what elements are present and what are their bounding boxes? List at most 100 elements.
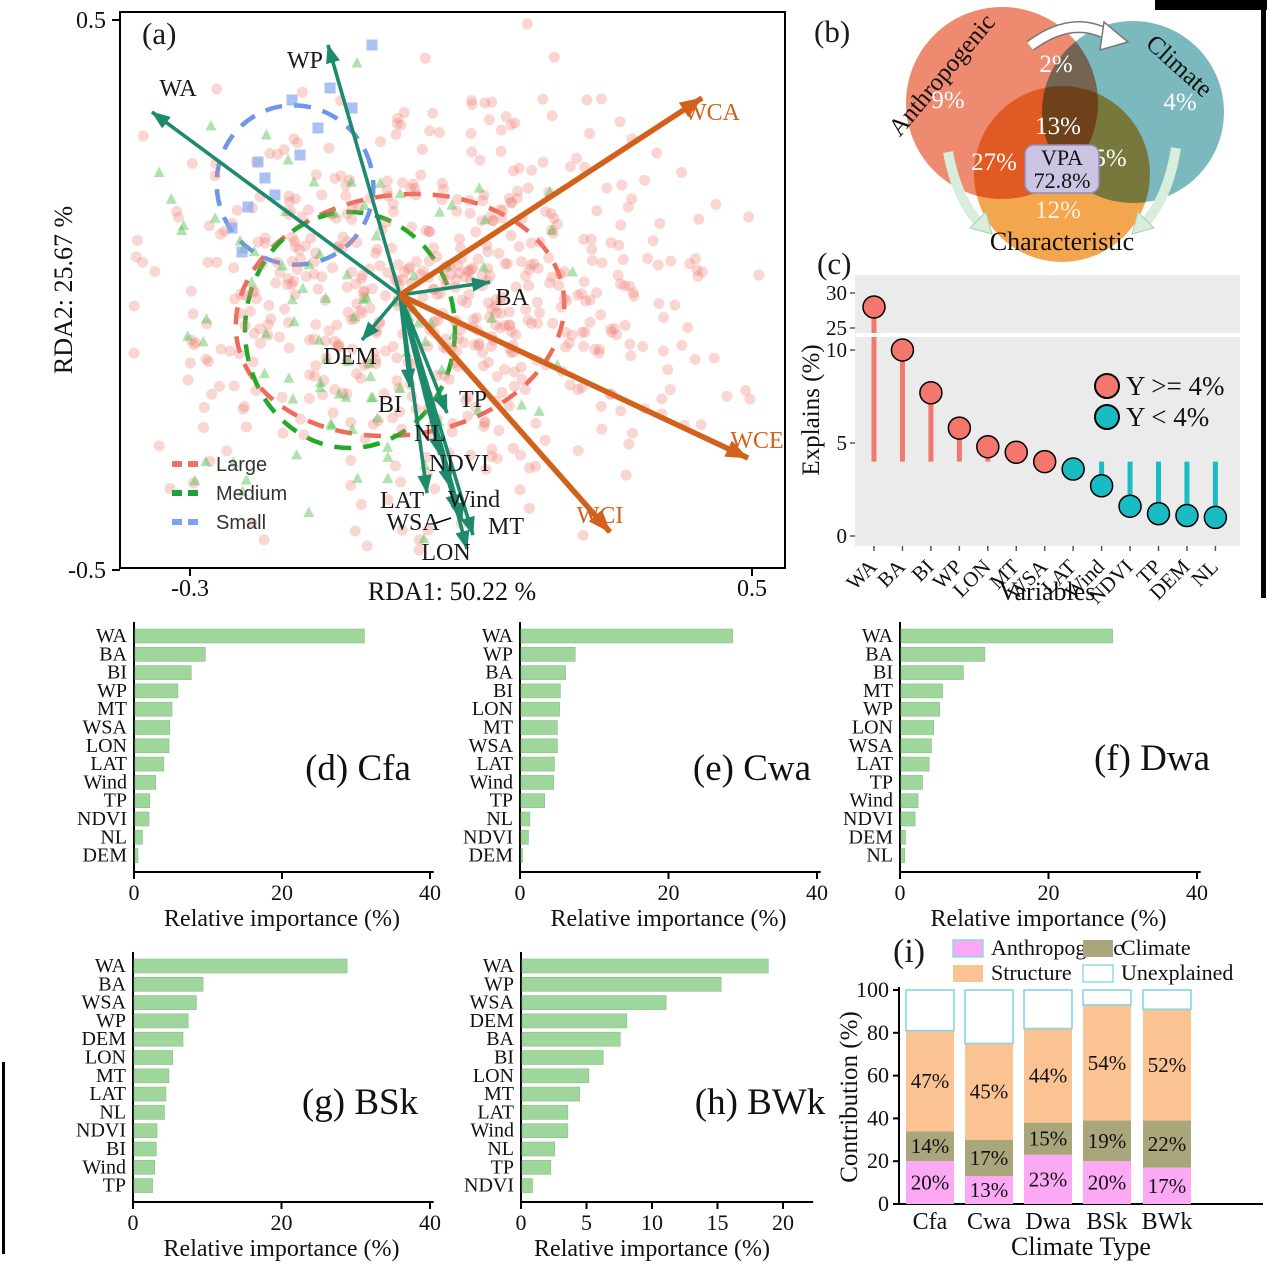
svg-text:WA: WA	[96, 625, 128, 647]
svg-text:72.8%: 72.8%	[1034, 168, 1091, 193]
svg-text:17%: 17%	[970, 1146, 1009, 1170]
svg-text:WCE: WCE	[730, 428, 783, 454]
svg-text:NL: NL	[100, 826, 127, 848]
svg-text:BI: BI	[378, 392, 402, 418]
svg-text:52%: 52%	[1148, 1053, 1187, 1077]
svg-text:LON: LON	[85, 1047, 126, 1069]
svg-text:30: 30	[826, 281, 847, 305]
svg-text:40: 40	[806, 880, 828, 905]
svg-text:20: 20	[1038, 880, 1060, 905]
svg-text:TP: TP	[459, 387, 487, 413]
svg-text:DEM: DEM	[849, 826, 894, 848]
svg-text:Climate: Climate	[1121, 935, 1191, 960]
svg-text:10: 10	[641, 1210, 663, 1235]
svg-text:WSA: WSA	[386, 510, 440, 536]
contribution-stacked-panel: 0 20 40 60 80 100 20% 14% 47% Cfa 13% 17% 45% Cwa 23% 1…	[836, 935, 1263, 1261]
svg-text:NDVI: NDVI	[843, 808, 893, 830]
lollipop-points	[862, 295, 1228, 530]
svg-text:WSA: WSA	[470, 992, 515, 1014]
svg-text:BI: BI	[494, 1047, 514, 1069]
svg-text:WP: WP	[97, 680, 127, 702]
svg-text:WA: WA	[159, 76, 197, 102]
svg-text:Relative importance (%): Relative importance (%)	[164, 1236, 400, 1262]
screen-artifact-right-edge	[1261, 0, 1266, 598]
svg-text:WP: WP	[863, 698, 893, 720]
svg-text:Y < 4%: Y < 4%	[1126, 402, 1209, 432]
svg-text:Wind: Wind	[469, 771, 513, 793]
svg-text:19%: 19%	[1088, 1129, 1127, 1153]
svg-text:LON: LON	[86, 735, 127, 757]
svg-text:BI: BI	[493, 680, 513, 702]
svg-text:WSA: WSA	[82, 992, 127, 1014]
svg-text:40: 40	[419, 880, 441, 905]
svg-text:13%: 13%	[970, 1178, 1009, 1202]
svg-text:Variables: Variables	[999, 577, 1096, 606]
stacked-chart: 0 20 40 60 80 100 20% 14% 47% Cfa 13% 17% 45% Cwa 23% 1…	[836, 977, 1263, 1261]
svg-text:14%: 14%	[911, 1134, 950, 1158]
svg-text:0: 0	[516, 1210, 527, 1235]
rda-biplot-panel: -0.3 0.5 0.5 -0.5 RDA1: 50.22 % RDA2: 25.67 %…	[49, 8, 786, 606]
svg-text:WSA: WSA	[83, 717, 128, 739]
svg-text:LAT: LAT	[380, 488, 424, 514]
svg-text:NDVI: NDVI	[463, 826, 513, 848]
svg-text:WA: WA	[95, 955, 127, 977]
svg-text:TP: TP	[490, 790, 513, 812]
svg-text:MT: MT	[97, 698, 127, 720]
svg-text:0: 0	[128, 1210, 139, 1235]
svg-text:Y >= 4%: Y >= 4%	[1126, 371, 1224, 401]
screen-artifact-left-edge	[2, 1062, 5, 1254]
screen-artifact-top-right	[1155, 0, 1267, 10]
svg-text:(g) BSk: (g) BSk	[302, 1082, 419, 1123]
svg-text:MT: MT	[484, 1083, 514, 1105]
svg-text:(e) Cwa: (e) Cwa	[693, 748, 811, 789]
svg-text:5: 5	[837, 431, 848, 455]
svg-text:WA: WA	[482, 625, 514, 647]
svg-text:NL: NL	[99, 1101, 126, 1123]
svg-text:WP: WP	[96, 1010, 126, 1032]
svg-text:Wind: Wind	[849, 790, 893, 812]
svg-text:44%: 44%	[1029, 1064, 1068, 1088]
svg-text:Explains (%): Explains (%)	[798, 344, 825, 475]
svg-text:100: 100	[856, 977, 889, 1002]
svg-text:9%: 9%	[931, 87, 964, 114]
svg-text:BI: BI	[107, 662, 127, 684]
svg-text:BI: BI	[873, 662, 893, 684]
rda-legend: Large Medium Small	[172, 454, 287, 534]
svg-text:Wind: Wind	[470, 1120, 514, 1142]
svg-text:Cfa: Cfa	[913, 1209, 948, 1235]
svg-text:WSA: WSA	[849, 735, 894, 757]
svg-text:RDA2: 25.67 %: RDA2: 25.67 %	[49, 206, 78, 374]
svg-text:Wind: Wind	[82, 1156, 126, 1178]
venn-arrows	[943, 20, 1181, 235]
svg-text:Contribution (%): Contribution (%)	[836, 1011, 863, 1183]
svg-text:TP: TP	[870, 771, 893, 793]
svg-text:NL: NL	[414, 421, 446, 447]
svg-text:TP: TP	[104, 790, 127, 812]
svg-text:Relative importance (%): Relative importance (%)	[551, 906, 787, 932]
plot-frame: -0.3 0.5 0.5 -0.5 RDA1: 50.22 % RDA2: 25.67 %	[49, 8, 786, 606]
svg-text:4%: 4%	[1163, 89, 1196, 116]
svg-text:0: 0	[837, 524, 848, 548]
svg-text:WP: WP	[287, 48, 323, 74]
svg-text:20: 20	[658, 880, 680, 905]
svg-text:0.5: 0.5	[737, 576, 767, 602]
svg-text:2%: 2%	[1039, 51, 1072, 78]
svg-text:DEM: DEM	[83, 845, 128, 867]
svg-text:BA: BA	[99, 643, 127, 665]
svg-text:WA: WA	[483, 955, 515, 977]
svg-text:0: 0	[129, 880, 140, 905]
panel-i-label: (i)	[893, 933, 926, 970]
svg-text:NDVI: NDVI	[464, 1175, 514, 1197]
svg-text:(f) Dwa: (f) Dwa	[1094, 738, 1210, 779]
svg-text:LON: LON	[472, 698, 513, 720]
svg-text:Characteristic: Characteristic	[990, 227, 1134, 256]
svg-text:WCI: WCI	[577, 503, 624, 529]
svg-text:Relative importance (%): Relative importance (%)	[931, 906, 1167, 932]
